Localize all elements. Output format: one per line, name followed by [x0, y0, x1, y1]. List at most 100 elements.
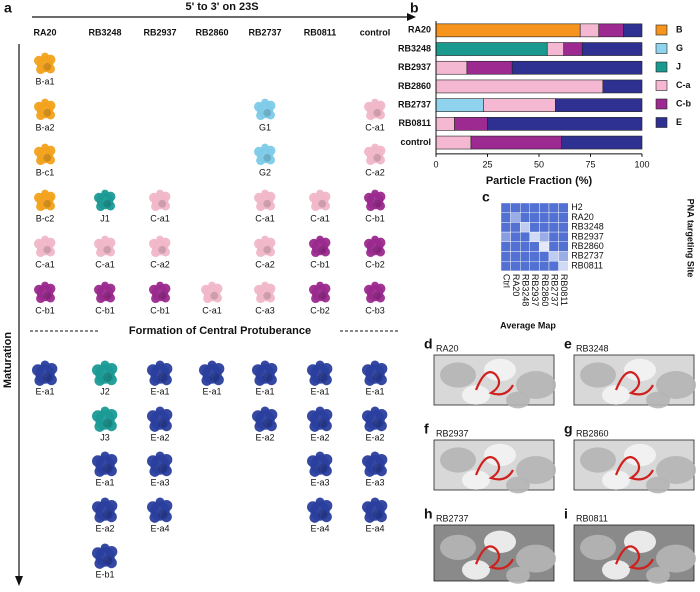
map-label: C-a1 [255, 213, 275, 223]
density-map [34, 281, 56, 304]
map-lobe [100, 543, 110, 553]
heat-cell [548, 261, 559, 272]
map-shade [263, 372, 273, 382]
map-lobe [375, 247, 386, 257]
map-lobe [199, 364, 211, 376]
map-lobe [265, 110, 276, 120]
divider-label: Formation of Central Protuberance [129, 325, 311, 337]
map-lobe [41, 189, 49, 198]
density-map [94, 281, 116, 304]
map-lobe [265, 155, 276, 165]
heat-cell [500, 212, 511, 223]
column-label: RA20 [511, 274, 521, 297]
density-lobe [580, 447, 616, 473]
map-lobe [155, 406, 165, 416]
x-tick-label: 0 [433, 159, 438, 169]
map-lobe [156, 189, 164, 198]
panel-letter: b [410, 0, 419, 16]
density-lobe [580, 362, 616, 388]
map-lobe [375, 110, 386, 120]
bar-segment [602, 79, 643, 94]
heat-cell [500, 251, 511, 262]
map-label: C-a1 [310, 213, 330, 223]
pna-strand [614, 456, 654, 481]
bar-segment [435, 42, 548, 56]
map-lobe [155, 360, 165, 370]
map-shade [318, 372, 328, 382]
panel-letter: g [564, 421, 573, 437]
map-lobe [149, 375, 161, 386]
map-lobe [364, 238, 374, 249]
column-label: RB2737 [549, 274, 559, 307]
map-lobe [376, 374, 387, 386]
map-lobe [362, 410, 374, 422]
density-lobe [484, 530, 516, 553]
map-lobe [362, 455, 374, 467]
density-map [309, 235, 331, 258]
map-label: C-a2 [150, 259, 170, 269]
map-lobe [105, 293, 116, 303]
map-label: E-a1 [95, 477, 114, 487]
map-lobe [106, 374, 117, 386]
map-lobe [106, 511, 117, 523]
map-lobe [100, 451, 110, 461]
map-lobe [309, 466, 321, 477]
map-lobe [364, 146, 374, 157]
map-lobe [41, 235, 49, 244]
map-lobe [309, 238, 319, 249]
map-label: E-a4 [365, 523, 384, 533]
heat-cell [558, 222, 569, 233]
density-map [364, 235, 386, 258]
map-lobe [149, 421, 161, 432]
map-lobe [364, 101, 374, 112]
map-lobe [149, 284, 159, 295]
x-tick-label: 100 [634, 159, 649, 169]
map-lobe [46, 374, 57, 386]
map-lobe [260, 360, 270, 370]
heat-cell [548, 202, 559, 213]
map-lobe [100, 497, 110, 507]
density-map [309, 189, 331, 212]
legend-swatch [655, 61, 668, 73]
heat-cell [510, 212, 521, 223]
map-lobe [256, 110, 266, 121]
y-axis-label: PNA targeting Site [686, 199, 696, 278]
bar-segment [561, 135, 643, 150]
map-lobe [45, 201, 56, 211]
density-lobe [516, 371, 556, 399]
heat-cell [500, 231, 511, 243]
map-lobe [203, 293, 213, 304]
map-lobe [307, 501, 319, 513]
map-lobe [371, 281, 379, 290]
heat-cell [548, 241, 559, 252]
map-lobe [96, 201, 106, 212]
map-label: C-b1 [150, 305, 170, 315]
density-map [309, 281, 331, 304]
map-lobe [92, 547, 104, 559]
map-lobe [321, 511, 332, 523]
map-label: C-b1 [95, 305, 115, 315]
heat-cell [510, 231, 521, 243]
map-label: C-a3 [255, 305, 275, 315]
map-lobe [94, 238, 104, 249]
density-lobe [646, 391, 670, 409]
arrow-head [407, 13, 416, 21]
bar-segment [581, 42, 643, 56]
map-lobe [41, 281, 49, 290]
map-label: C-a2 [255, 259, 275, 269]
map-label: B-c2 [36, 213, 55, 223]
map-shade [318, 463, 328, 473]
map-lobe [254, 146, 264, 157]
map-lobe [92, 364, 104, 376]
density-map [362, 406, 388, 432]
map-lobe [45, 293, 56, 303]
map-shade [373, 509, 383, 519]
density-map [92, 543, 118, 569]
panel-letter: f [424, 421, 429, 437]
pna-strand [474, 545, 514, 570]
map-lobe [41, 143, 49, 152]
density-map [364, 143, 386, 166]
density-lobe [646, 476, 670, 494]
density-map [147, 451, 173, 477]
density-map [254, 235, 276, 258]
